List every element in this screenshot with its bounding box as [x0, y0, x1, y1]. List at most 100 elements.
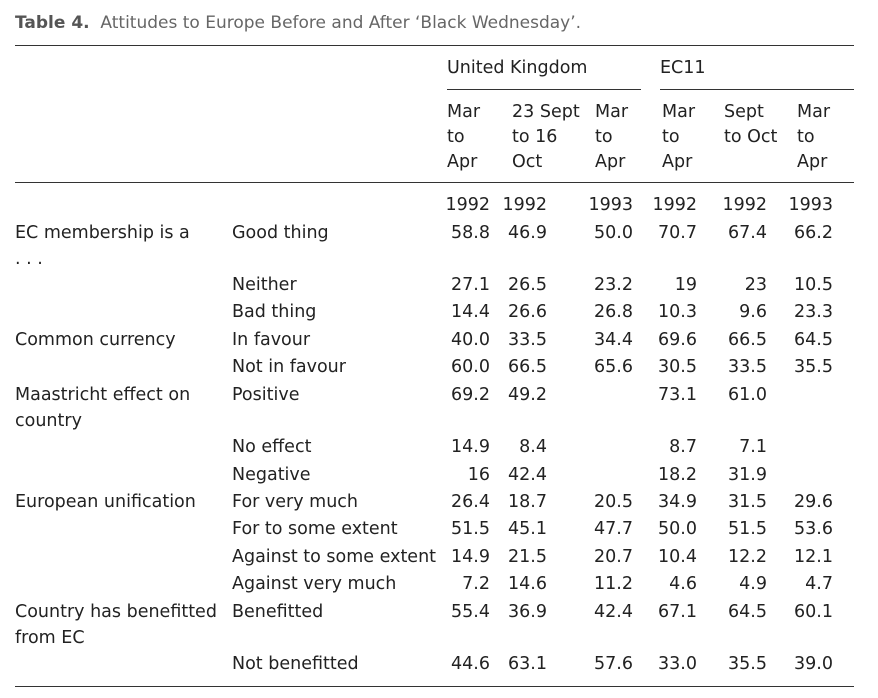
table-cell: 9.6: [739, 302, 767, 322]
bottom-rule: [15, 686, 854, 687]
table-cell: 14.4: [451, 302, 490, 322]
table-cell: 26.4: [451, 492, 490, 512]
table-cell: 35.5: [728, 654, 767, 674]
table-cell: 26.8: [594, 302, 633, 322]
table-cell: 34.9: [658, 492, 697, 512]
table-cell: 47.7: [594, 519, 633, 539]
period-header: Mar: [797, 102, 831, 122]
row-item-label: Common currency: [15, 330, 176, 350]
table-cell: 51.5: [451, 519, 490, 539]
table-cell: 65.6: [594, 357, 633, 377]
table-label: Table 4.: [15, 13, 90, 33]
header-bottom-rule: [15, 182, 854, 183]
table-title: Attitudes to Europe Before and After ‘Bl…: [100, 13, 582, 33]
group-header-ec11: EC11: [660, 58, 706, 78]
table-cell: 8.7: [669, 437, 697, 457]
period-header: to 16: [512, 127, 558, 147]
table-cell: 46.9: [508, 223, 547, 243]
period-header: Oct: [512, 152, 543, 172]
table-cell: 23.2: [594, 275, 633, 295]
table-cell: 29.6: [794, 492, 833, 512]
table-cell: 31.5: [728, 492, 767, 512]
table-cell: 67.4: [728, 223, 767, 243]
period-header: Apr: [662, 152, 693, 172]
year-header: 1992: [722, 195, 767, 215]
table-cell: 30.5: [658, 357, 697, 377]
period-header: 23 Sept: [512, 102, 580, 122]
table-cell: 18.2: [658, 465, 697, 485]
row-response-label: Positive: [232, 385, 300, 405]
period-header: to: [447, 127, 465, 147]
table-cell: 53.6: [794, 519, 833, 539]
table-cell: 39.0: [794, 654, 833, 674]
table-cell: 40.0: [451, 330, 490, 350]
table-cell: 49.2: [508, 385, 547, 405]
table-cell: 8.4: [519, 437, 547, 457]
period-header: to: [797, 127, 815, 147]
row-response-label: No effect: [232, 437, 312, 457]
table-cell: 10.5: [794, 275, 833, 295]
table-cell: 61.0: [728, 385, 767, 405]
period-header: Apr: [447, 152, 478, 172]
table-cell: 64.5: [728, 602, 767, 622]
row-response-label: In favour: [232, 330, 311, 350]
row-response-label: Bad thing: [232, 302, 317, 322]
row-response-label: Benefitted: [232, 602, 324, 622]
table-cell: 26.5: [508, 275, 547, 295]
table-cell: 60.0: [451, 357, 490, 377]
table-cell: 11.2: [594, 574, 633, 594]
table-cell: 23: [744, 275, 767, 295]
period-header: to: [662, 127, 680, 147]
row-item-label: country: [15, 411, 82, 431]
table-cell: 69.2: [451, 385, 490, 405]
period-header: Apr: [797, 152, 828, 172]
ec-group-rule: [660, 89, 854, 90]
table-cell: 12.2: [728, 547, 767, 567]
table-cell: 66.2: [794, 223, 833, 243]
row-item-label: from EC: [15, 628, 85, 648]
row-response-label: For very much: [232, 492, 358, 512]
table-cell: 20.5: [594, 492, 633, 512]
table-cell: 20.7: [594, 547, 633, 567]
row-item-label: European unification: [15, 492, 196, 512]
row-response-label: Good thing: [232, 223, 329, 243]
row-item-label: EC membership is a: [15, 223, 190, 243]
period-header: Mar: [447, 102, 481, 122]
table-cell: 14.9: [451, 547, 490, 567]
row-response-label: Against very much: [232, 574, 397, 594]
table-cell: 60.1: [794, 602, 833, 622]
year-header: 1992: [502, 195, 547, 215]
table-cell: 27.1: [451, 275, 490, 295]
table-cell: 73.1: [658, 385, 697, 405]
table-cell: 33.5: [728, 357, 767, 377]
table-cell: 12.1: [794, 547, 833, 567]
table-cell: 63.1: [508, 654, 547, 674]
table-cell: 7.2: [462, 574, 490, 594]
period-header: to: [595, 127, 613, 147]
row-response-label: Not benefitted: [232, 654, 359, 674]
year-header: 1993: [588, 195, 633, 215]
table-cell: 66.5: [508, 357, 547, 377]
table-cell: 51.5: [728, 519, 767, 539]
table-cell: 67.1: [658, 602, 697, 622]
uk-group-rule: [447, 89, 641, 90]
row-item-label: Country has benefitted: [15, 602, 217, 622]
period-header: Sept: [724, 102, 764, 122]
table-cell: 42.4: [594, 602, 633, 622]
table-cell: 33.5: [508, 330, 547, 350]
table-cell: 58.8: [451, 223, 490, 243]
table-cell: 34.4: [594, 330, 633, 350]
table-cell: 33.0: [658, 654, 697, 674]
table-cell: 7.1: [739, 437, 767, 457]
table-cell: 50.0: [658, 519, 697, 539]
table-cell: 64.5: [794, 330, 833, 350]
table-cell: 70.7: [658, 223, 697, 243]
table-cell: 14.9: [451, 437, 490, 457]
table-cell: 42.4: [508, 465, 547, 485]
row-response-label: Not in favour: [232, 357, 346, 377]
table-cell: 21.5: [508, 547, 547, 567]
table-cell: 66.5: [728, 330, 767, 350]
table-cell: 19: [674, 275, 697, 295]
table-cell: 45.1: [508, 519, 547, 539]
row-response-label: Negative: [232, 465, 311, 485]
